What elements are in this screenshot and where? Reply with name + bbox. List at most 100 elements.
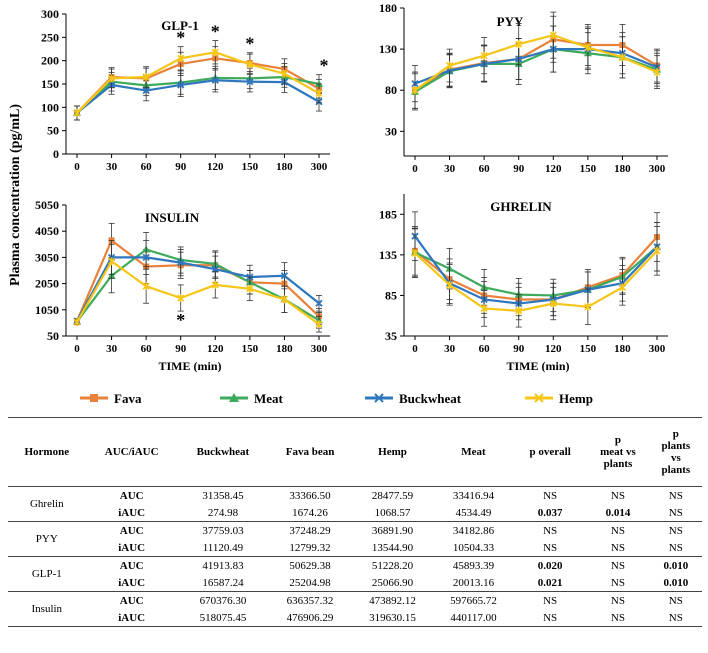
insulin-panel: 50 1050 2050 3050 4050 5050 0 30 60 90 120 150 180 30… [35,198,330,355]
legend-buckwheat-label: Buckwheat [399,391,462,406]
insulin-hemp-marker [73,318,81,327]
value-cell: 34182.86 [452,524,495,537]
metric-cell: AUC [119,489,144,502]
insulin-x-tick-label: 150 [242,343,259,355]
ghrelin-x-tick-label: 120 [545,343,562,355]
glp-1-x-tick-label: 90 [175,161,187,173]
value-cell: NS [668,594,683,607]
insulin-hemp-marker [211,280,219,289]
ghrelin-buckwheat-line [414,235,658,305]
ghrelin-x-tick-label: 30 [444,343,456,355]
value-cell: NS [586,574,650,592]
value-cell: 597665.72 [450,594,497,607]
value-cell: 1674.26 [268,504,353,522]
value-cell: 45893.39 [452,559,495,572]
table-row: GLP-1 AUC 41913.83 50629.38 51228.20 45893.39… [8,556,702,592]
value-cell: 0.014 [586,504,650,522]
ghrelin-y-tick-label: 85 [385,288,397,302]
ghrelin-x-tick-label: 150 [580,343,597,355]
value-cell: 50629.38 [289,559,331,572]
glp-1-buckwheat-marker [211,76,219,84]
value-cell: 11120.49 [177,539,269,557]
metric-cell: iAUC [85,574,178,592]
ghrelin-hemp-marker [480,304,488,313]
value-cell: 25204.98 [268,574,353,592]
pyy-hemp-marker [480,51,488,60]
legend-hemp-label: Hemp [559,391,593,406]
insulin-buckwheat-line [76,256,320,322]
metric-cell: iAUC [85,609,178,627]
auc-table: Hormone AUC/iAUC Buckwheat Fava bean Hemp Mea… [8,417,702,627]
pyy-hemp-marker [411,86,419,95]
glp-1-y-tick-label: 100 [41,100,59,114]
pyy-title: PYY [497,14,524,29]
ghrelin-hemp-marker [584,302,592,311]
insulin-buckwheat-marker [211,265,219,273]
glp-1-x-tick-label: 0 [74,161,80,173]
value-cell: NS [543,524,558,537]
value-cell: NS [649,539,702,557]
value-cell: 25066.90 [352,574,434,592]
pyy-x-tick-label: 0 [412,163,418,175]
insulin-significance-marker: * [176,310,185,330]
glp-1-hemp-marker [246,60,254,69]
insulin-y-tick-label: 4050 [35,224,59,238]
glp-1-buckwheat-marker [177,81,185,89]
ghrelin-title: GHRELIN [490,199,552,214]
insulin-y-tick-label: 3050 [35,250,59,264]
table-header-3: Fava bean [268,417,353,487]
glp-1-y-tick-label: 250 [41,30,59,44]
glp-1-hemp-marker [177,54,185,63]
metric-cell: AUC [119,524,144,537]
glp-1-significance-marker: * [176,28,185,48]
pyy-y-tick-label: 180 [379,1,397,15]
table-row: Insulin AUC 670376.30 636357.32 473892.12 597… [8,591,702,627]
glp-1-x-tick-label: 60 [141,161,153,173]
insulin-y-tick-label: 2050 [35,277,59,291]
ghrelin-x-tick-label: 180 [614,343,631,355]
insulin-x-tick-label: 120 [207,343,224,355]
table-header-7: p meat vs plants [586,417,650,487]
insulin-title: INSULIN [145,210,200,225]
pyy-hemp-marker [549,31,557,40]
value-cell: 274.98 [177,504,269,522]
glp-1-hemp-marker [211,48,219,57]
metric-cell: iAUC [85,504,178,522]
table-header-1: AUC/iAUC [85,417,178,487]
table-header-row: Hormone AUC/iAUC Buckwheat Fava bean Hemp Mea… [8,417,702,487]
glp-1-x-tick-label: 30 [106,161,118,173]
insulin-x-tick-label: 300 [311,343,328,355]
hormone-cell: GLP-1 [8,556,86,592]
pyy-x-tick-label: 90 [513,163,525,175]
value-cell: 0.010 [649,574,702,592]
pyy-x-tick-label: 60 [479,163,491,175]
value-cell: NS [586,609,650,627]
hormone-figure: Plasma concentration (pg/mL) TIME (min) … [8,1,668,406]
glp-1-buckwheat-line [76,79,320,114]
insulin-hemp-line [76,259,320,326]
value-cell: 518075.45 [177,609,269,627]
ghrelin-y-tick-label: 135 [379,248,397,262]
pyy-buckwheat-line [414,48,658,85]
value-cell: 31358.45 [202,489,244,502]
glp-1-hemp-marker [280,69,288,78]
pyy-x-tick-label: 30 [444,163,456,175]
ghrelin-hemp-marker [618,283,626,292]
value-cell: NS [586,539,650,557]
table-row: iAUC 274.98 1674.26 1068.57 4534.49 0.037 0.01… [8,504,702,522]
ghrelin-hemp-marker [515,306,523,315]
value-cell: NS [610,524,625,537]
glp-1-x-tick-label: 180 [276,161,293,173]
value-cell: 12799.32 [268,539,353,557]
value-cell: NS [610,489,625,502]
insulin-hemp-marker [246,284,254,293]
glp-1-hemp-marker [108,74,116,83]
table-header-2: Buckwheat [177,417,269,487]
ghrelin-fava-line [414,236,658,301]
x-axis-label-left: TIME (min) [159,359,222,373]
glp-1-y-tick-label: 0 [53,147,59,161]
legend-fava-marker [90,394,98,402]
pyy-y-tick-label: 30 [385,124,397,138]
glp-1-x-tick-label: 120 [207,161,224,173]
legend-hemp-marker [534,393,544,403]
